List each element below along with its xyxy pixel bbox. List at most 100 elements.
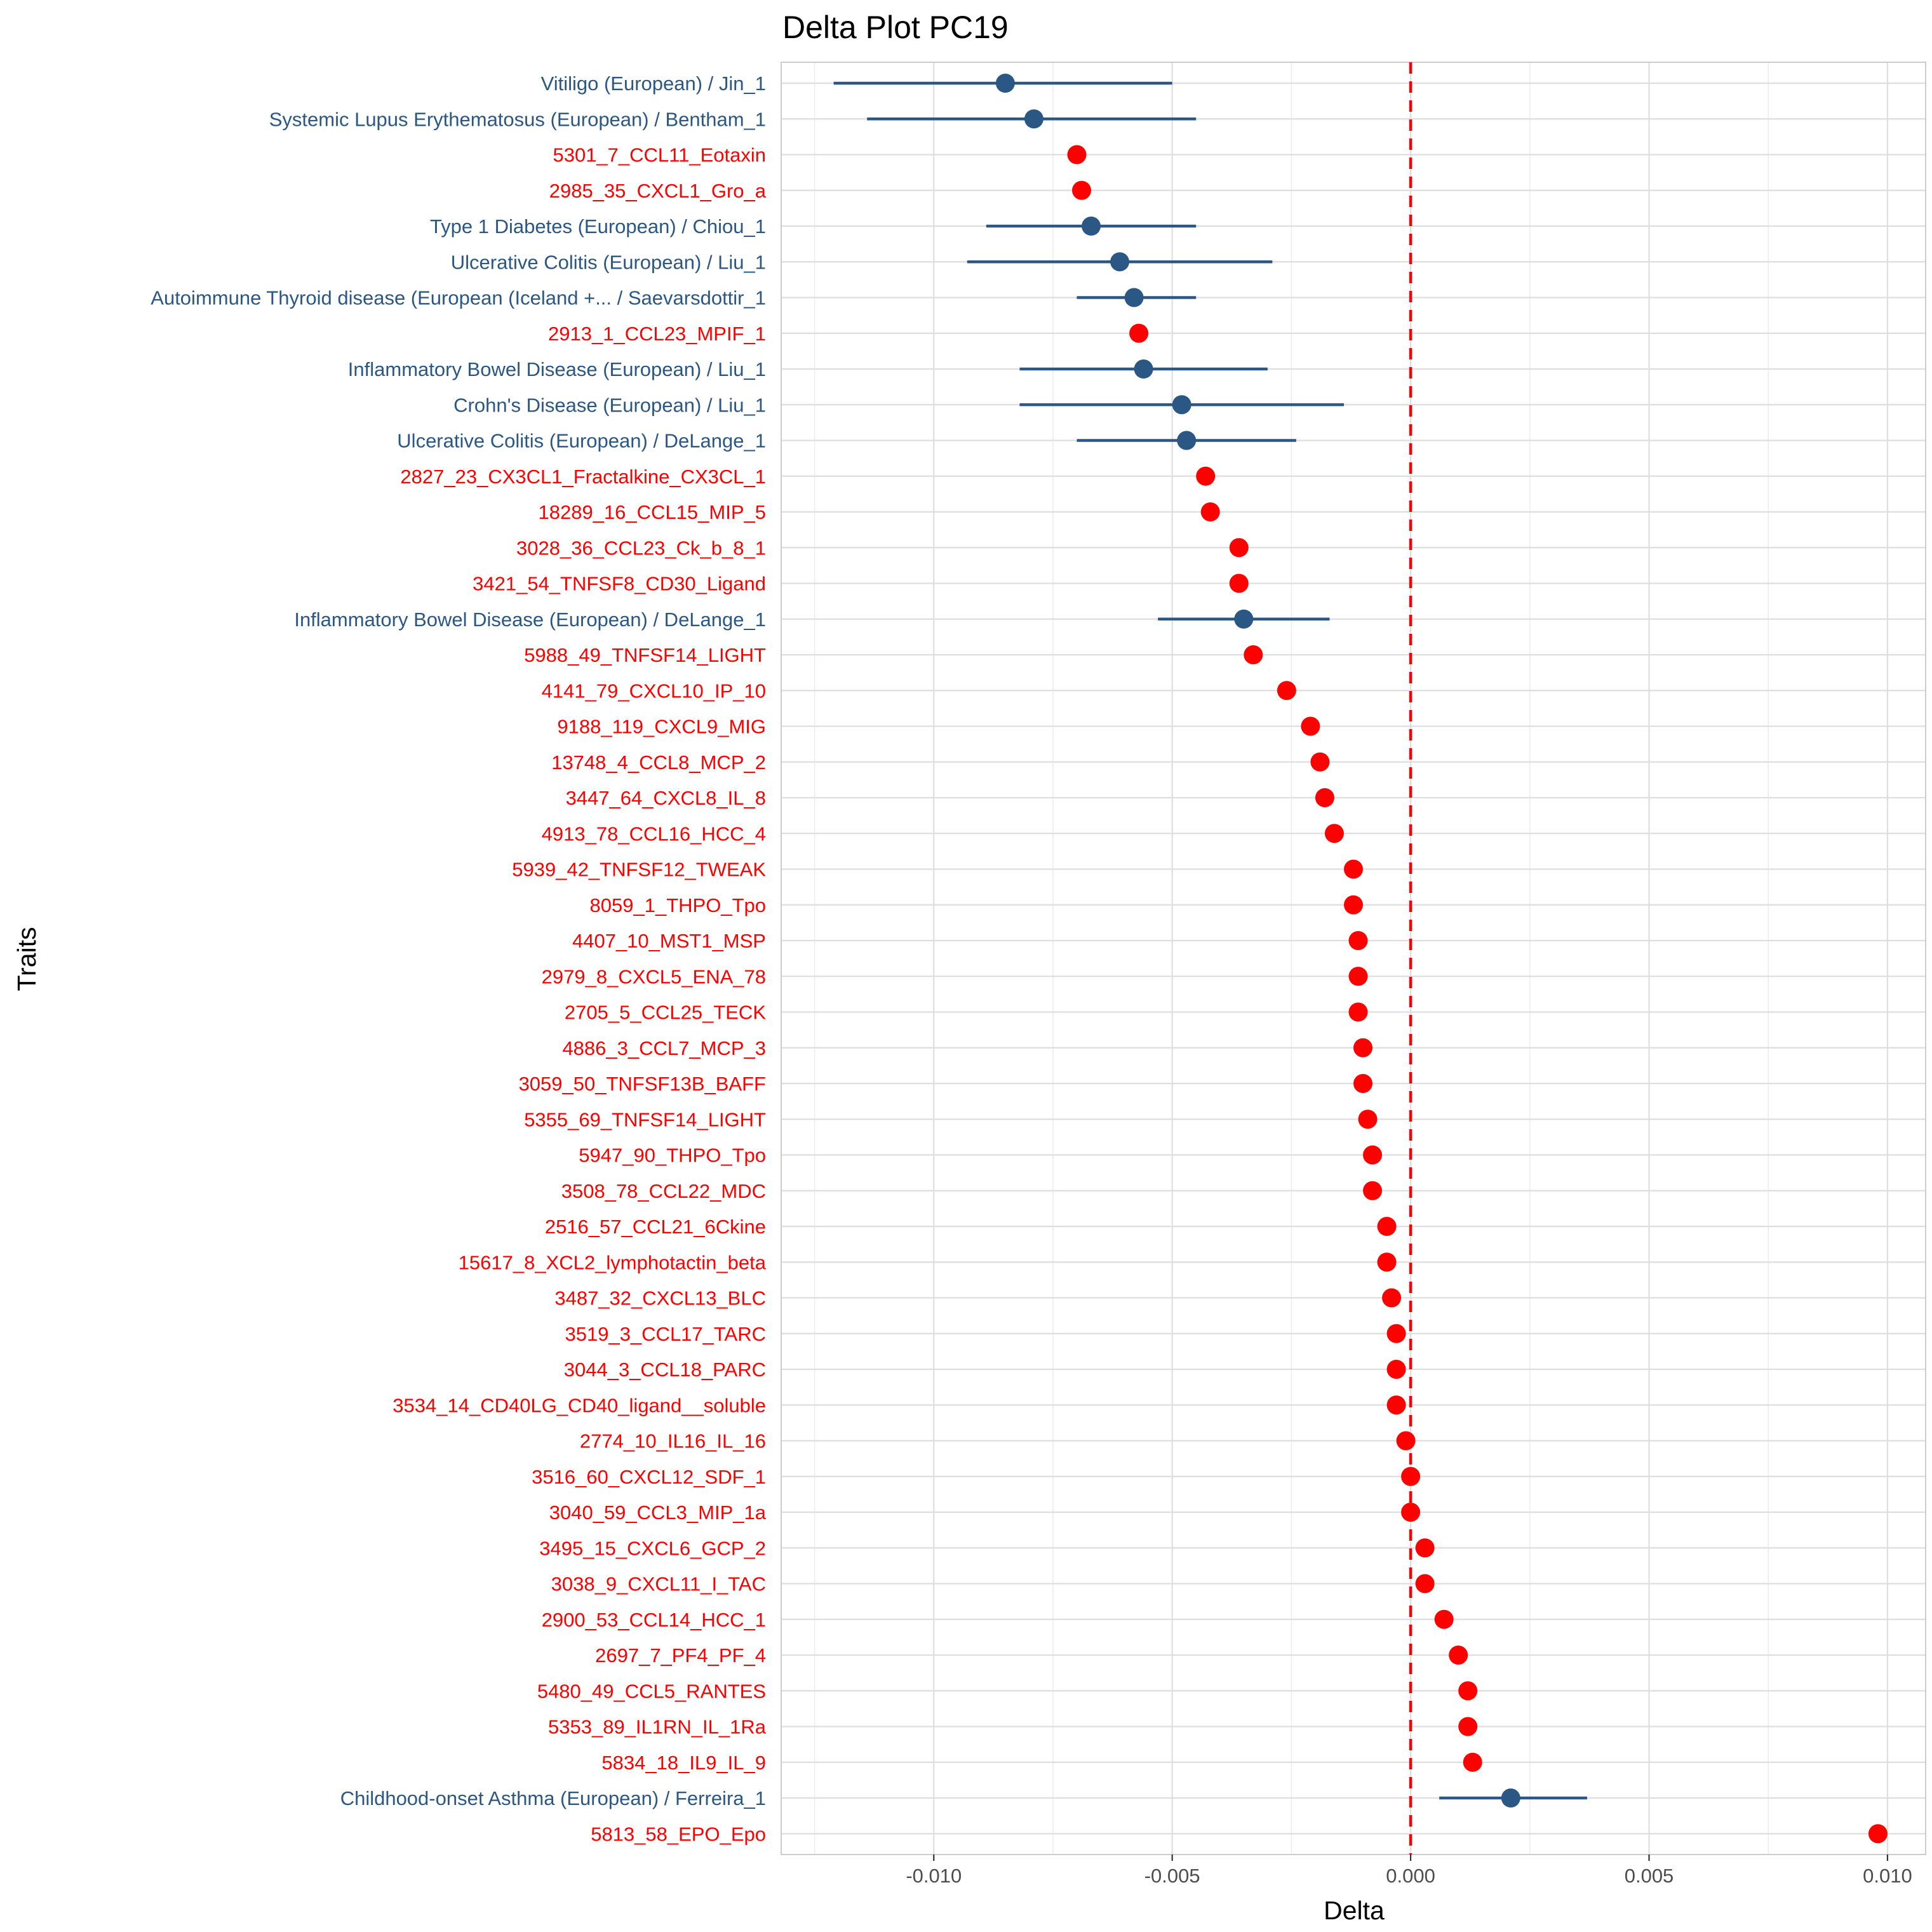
trait-label: 5480_49_CCL5_RANTES xyxy=(537,1680,766,1702)
data-point xyxy=(1434,1609,1454,1629)
trait-label: 3495_15_CXCL6_GCP_2 xyxy=(539,1537,766,1559)
trait-label: 8059_1_THPO_Tpo xyxy=(590,894,766,916)
trait-label: 3516_60_CXCL12_SDF_1 xyxy=(532,1466,766,1488)
data-point xyxy=(1129,323,1149,343)
data-point xyxy=(1415,1538,1435,1558)
plot-panel-border xyxy=(781,62,1926,1855)
data-point xyxy=(1344,895,1363,915)
trait-label: Vitiligo (European) / Jin_1 xyxy=(541,72,766,95)
trait-label: 5813_58_EPO_Epo xyxy=(591,1823,766,1845)
data-point xyxy=(1234,609,1254,629)
trait-label: 9188_119_CXCL9_MIG xyxy=(557,716,766,738)
data-point xyxy=(995,74,1015,93)
x-axis-title: Delta xyxy=(1324,1896,1385,1925)
trait-label: 2913_1_CCL23_MPIF_1 xyxy=(548,323,766,345)
y-tick-labels: Vitiligo (European) / Jin_1 Systemic Lupu… xyxy=(151,72,766,1845)
trait-label: 18289_16_CCL15_MIP_5 xyxy=(539,501,767,523)
data-point xyxy=(1348,967,1368,986)
trait-label: 5947_90_THPO_Tpo xyxy=(579,1144,766,1167)
trait-label: 5353_89_IL1RN_IL_1Ra xyxy=(548,1716,767,1738)
trait-label: 4886_3_CCL7_MCP_3 xyxy=(562,1037,766,1059)
data-point xyxy=(1868,1824,1888,1844)
trait-label: Ulcerative Colitis (European) / Liu_1 xyxy=(451,251,766,273)
data-point xyxy=(1082,217,1101,236)
data-point xyxy=(1377,1217,1397,1236)
data-point xyxy=(1348,1002,1368,1022)
data-point xyxy=(1301,716,1320,736)
data-point xyxy=(1177,431,1197,450)
trait-label: Type 1 Diabetes (European) / Chiou_1 xyxy=(430,215,766,238)
trait-label: 3534_14_CD40LG_CD40_ligand__soluble xyxy=(392,1394,766,1416)
data-point xyxy=(1458,1681,1478,1701)
data-point xyxy=(1277,681,1296,701)
data-point xyxy=(1415,1574,1435,1593)
data-point xyxy=(1172,395,1191,415)
data-point xyxy=(1324,824,1344,843)
trait-label: 3508_78_CCL22_MDC xyxy=(561,1180,766,1202)
data-point xyxy=(1386,1324,1406,1343)
data-point xyxy=(1449,1646,1468,1665)
data-point xyxy=(1396,1431,1416,1451)
trait-label: 2985_35_CXCL1_Gro_a xyxy=(549,180,767,202)
trait-label: 2827_23_CX3CL1_Fractalkine_CX3CL_1 xyxy=(400,466,766,488)
trait-label: Inflammatory Bowel Disease (European) / … xyxy=(294,608,766,631)
data-point xyxy=(1363,1181,1383,1200)
data-point xyxy=(1310,752,1330,772)
trait-label: Ulcerative Colitis (European) / DeLange_… xyxy=(397,430,766,452)
data-point xyxy=(1067,145,1087,164)
trait-label: Childhood-onset Asthma (European) / Ferr… xyxy=(340,1787,766,1809)
data-points xyxy=(995,74,1888,1844)
data-point xyxy=(1401,1466,1421,1486)
trait-label: 2697_7_PF4_PF_4 xyxy=(595,1644,766,1667)
trait-label: 5988_49_TNFSF14_LIGHT xyxy=(524,644,766,666)
trait-label: 3038_9_CXCL11_I_TAC xyxy=(551,1573,766,1595)
trait-label: 3028_36_CCL23_Ck_b_8_1 xyxy=(516,537,766,559)
x-tick-label: 0.000 xyxy=(1386,1865,1435,1887)
trait-label: 3519_3_CCL17_TARC xyxy=(565,1323,766,1345)
trait-label: 5301_7_CCL11_Eotaxin xyxy=(553,144,766,166)
data-point xyxy=(1244,645,1263,664)
trait-label: 3059_50_TNFSF13B_BAFF xyxy=(519,1073,766,1095)
data-point xyxy=(1024,109,1043,129)
data-point xyxy=(1344,859,1363,879)
trait-label: 3044_3_CCL18_PARC xyxy=(564,1358,766,1381)
trait-label: 2774_10_IL16_IL_16 xyxy=(580,1430,766,1452)
data-point xyxy=(1200,502,1220,521)
y-axis-title: Traits xyxy=(12,927,41,991)
trait-label: Inflammatory Bowel Disease (European) / … xyxy=(348,358,766,380)
data-point xyxy=(1401,1503,1421,1522)
grid-lines xyxy=(781,62,1926,1855)
data-point xyxy=(1124,288,1144,307)
trait-label: Crohn's Disease (European) / Liu_1 xyxy=(453,394,766,416)
chart-title: Delta Plot PC19 xyxy=(782,10,1009,45)
trait-label: Systemic Lupus Erythematosus (European) … xyxy=(269,108,766,130)
data-point xyxy=(1377,1252,1397,1272)
trait-label: 4913_78_CCL16_HCC_4 xyxy=(542,822,766,845)
trait-label: 3421_54_TNFSF8_CD30_Ligand xyxy=(473,573,766,595)
data-point xyxy=(1348,931,1368,950)
data-point xyxy=(1315,788,1334,807)
trait-label: 13748_4_CCL8_MCP_2 xyxy=(551,751,766,774)
data-point xyxy=(1382,1288,1402,1308)
data-point xyxy=(1463,1752,1482,1772)
trait-label: Autoimmune Thyroid disease (European (Ic… xyxy=(151,287,766,309)
data-point xyxy=(1134,359,1153,379)
trait-label: 5355_69_TNFSF14_LIGHT xyxy=(524,1108,766,1130)
data-point xyxy=(1229,574,1249,593)
trait-label: 5939_42_TNFSF12_TWEAK xyxy=(512,859,766,881)
data-point xyxy=(1229,538,1249,558)
data-point xyxy=(1358,1110,1378,1129)
trait-label: 5834_18_IL9_IL_9 xyxy=(601,1752,766,1774)
x-tick-label: 0.005 xyxy=(1625,1865,1674,1887)
data-point xyxy=(1072,180,1092,200)
data-point xyxy=(1353,1038,1373,1057)
trait-label: 4407_10_MST1_MSP xyxy=(572,930,766,952)
trait-label: 2516_57_CCL21_6Ckine xyxy=(545,1216,766,1238)
x-tick-label: -0.010 xyxy=(906,1865,962,1887)
data-point xyxy=(1386,1360,1406,1379)
trait-label: 4141_79_CXCL10_IP_10 xyxy=(542,680,766,702)
data-point xyxy=(1501,1788,1520,1808)
x-tick-label: -0.005 xyxy=(1144,1865,1200,1887)
